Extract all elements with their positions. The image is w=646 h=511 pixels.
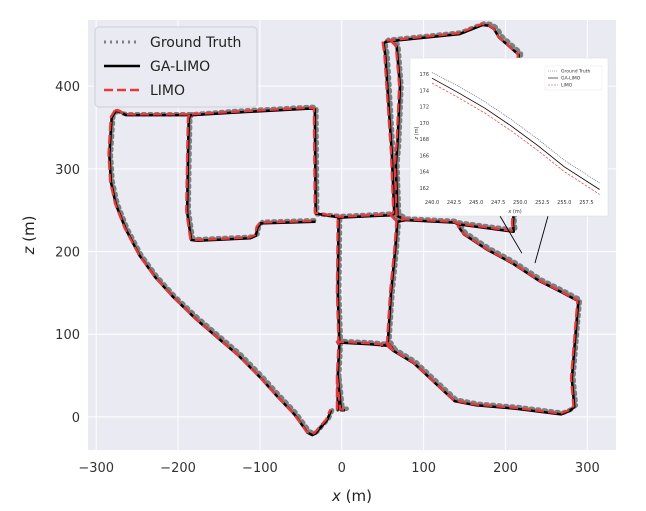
y-tick-label: 0 <box>72 411 80 426</box>
inset-y-axis-label: z (m) <box>414 126 420 140</box>
inset-tick-labels: 240.0 242.5 245.0 247.5 250.0 252.5 255.0 257.5… <box>419 72 593 206</box>
series-line-limo <box>335 374 345 411</box>
inset-y-tick-label: 168 <box>419 137 429 143</box>
series-line-ground-truth <box>386 216 402 347</box>
x-tick-label: −300 <box>78 461 114 476</box>
y-tick-label: 100 <box>55 328 80 343</box>
inset-y-tick-label: 176 <box>419 72 429 78</box>
x-tick-label: 0 <box>338 461 346 476</box>
inset-y-tick-label: 170 <box>419 121 429 127</box>
x-tick-label: 200 <box>493 461 518 476</box>
inset-x-tick-label: 252.5 <box>535 200 549 206</box>
x-tick-label: −100 <box>242 461 278 476</box>
inset-y-tick-label: 162 <box>419 186 429 192</box>
series-line-limo <box>389 213 406 223</box>
inset-x-tick-label: 257.5 <box>579 200 593 206</box>
inset-series-group <box>431 72 600 195</box>
inset-x-tick-label: 255.0 <box>557 200 571 206</box>
series-line-limo <box>335 216 340 411</box>
inset-legend-label-ground-truth: Ground Truth <box>561 69 591 75</box>
y-tick-labels: 0 100 200 300 400 <box>55 80 80 426</box>
inset-chart: 240.0 242.5 245.0 247.5 250.0 252.5 255.0 257.5… <box>409 57 609 217</box>
inset-legend-label-limo: LIMO <box>561 83 573 89</box>
series-line-limo <box>114 22 519 233</box>
series-line-limo <box>385 219 398 346</box>
inset-legend-label-ga-limo: GA-LIMO <box>561 76 581 82</box>
legend-label-ga-limo: GA-LIMO <box>150 59 210 75</box>
series-line-limo <box>107 109 332 436</box>
inset-x-tick-label: 240.0 <box>425 200 439 206</box>
x-tick-label: 300 <box>575 461 600 476</box>
inset-x-tick-label: 242.5 <box>447 200 461 206</box>
series-line-limo <box>335 224 579 415</box>
legend-box <box>94 26 258 108</box>
inset-legend: Ground Truth GA-LIMO LIMO <box>544 65 603 91</box>
x-tick-label: −200 <box>160 461 196 476</box>
inset-x-axis-label: x (m) <box>507 209 521 215</box>
x-tick-labels: −300 −200 −100 0 100 200 300 <box>78 461 599 476</box>
inset-connector-line <box>534 215 549 264</box>
legend-label-limo: LIMO <box>150 83 185 99</box>
y-tick-label: 400 <box>55 80 80 95</box>
inset-y-tick-label: 174 <box>419 88 429 94</box>
legend: Ground Truth GA-LIMO LIMO <box>94 26 258 108</box>
series-line-limo <box>379 342 394 351</box>
main-series-group <box>107 21 583 437</box>
inset-connector-line <box>499 215 523 254</box>
x-tick-label: 100 <box>411 461 436 476</box>
inset-series-line-ground-truth <box>431 72 600 184</box>
legend-label-ground-truth: Ground Truth <box>150 35 241 51</box>
inset-series-line-limo <box>431 82 600 195</box>
series-line-limo <box>185 113 315 242</box>
inset-connector-lines <box>499 215 549 264</box>
y-axis-label: z (m) <box>20 216 38 256</box>
y-tick-label: 300 <box>55 163 80 178</box>
inset-x-tick-label: 250.0 <box>513 200 527 206</box>
inset-y-tick-label: 166 <box>419 153 429 159</box>
inset-x-tick-label: 247.5 <box>491 200 505 206</box>
inset-y-tick-label: 172 <box>419 105 429 111</box>
y-tick-label: 200 <box>55 246 80 261</box>
x-axis-label: x (m) <box>331 487 372 505</box>
inset-y-tick-label: 164 <box>419 170 429 176</box>
inset-x-tick-label: 245.0 <box>469 200 483 206</box>
inset-series-line-ga-limo <box>431 77 600 190</box>
